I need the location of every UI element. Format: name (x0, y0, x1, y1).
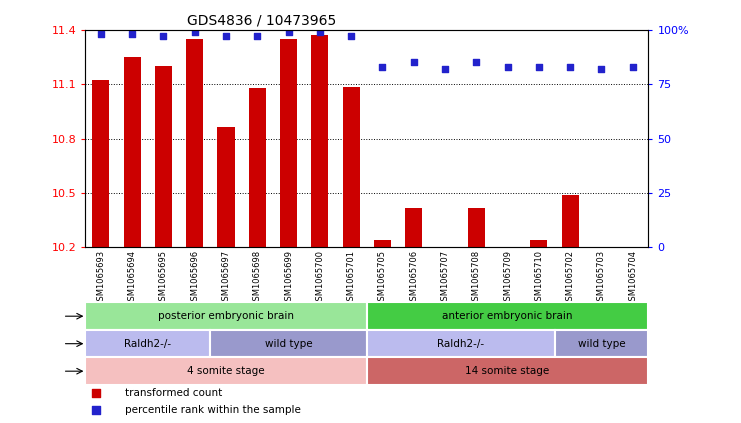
Bar (311, 35, 328, 247)
Point (90, 390, 102, 397)
Point (220, 33, 232, 39)
Text: GDS4836 / 10473965: GDS4836 / 10473965 (187, 13, 336, 27)
Point (90, 407, 102, 414)
Text: wild type: wild type (578, 339, 625, 349)
Point (126, 30, 138, 37)
Point (376, 63, 388, 70)
Point (502, 63, 514, 70)
Point (533, 63, 545, 70)
Text: 14 somite stage: 14 somite stage (465, 366, 550, 376)
Point (564, 63, 576, 70)
Bar (373, 240, 391, 247)
Bar (468, 208, 485, 247)
Point (282, 28, 294, 35)
Text: posterior embryonic brain: posterior embryonic brain (158, 311, 294, 321)
Point (439, 66, 451, 72)
Bar (249, 88, 266, 247)
Text: Raldh2-/-: Raldh2-/- (437, 339, 484, 349)
Bar (85, 357, 367, 385)
Bar (186, 38, 203, 247)
Text: percentile rank within the sample: percentile rank within the sample (124, 405, 301, 415)
Bar (554, 330, 648, 357)
Bar (85, 330, 210, 357)
Text: wild type: wild type (265, 339, 313, 349)
Bar (210, 330, 367, 357)
Point (158, 33, 170, 39)
Bar (92, 80, 110, 247)
Bar (531, 240, 548, 247)
Bar (280, 38, 297, 247)
Point (627, 63, 639, 70)
Bar (367, 357, 648, 385)
Bar (217, 127, 235, 247)
Bar (562, 195, 579, 247)
Point (408, 59, 419, 66)
Text: transformed count: transformed count (124, 388, 222, 398)
Text: Raldh2-/-: Raldh2-/- (124, 339, 171, 349)
Point (189, 28, 201, 35)
Text: 4 somite stage: 4 somite stage (187, 366, 265, 376)
Text: anterior embryonic brain: anterior embryonic brain (442, 311, 573, 321)
Bar (405, 208, 422, 247)
Point (471, 59, 482, 66)
Point (95, 30, 107, 37)
Bar (367, 302, 648, 330)
Bar (155, 66, 172, 247)
Bar (124, 57, 141, 247)
Bar (342, 87, 359, 247)
Point (345, 33, 357, 39)
Bar (85, 302, 367, 330)
Point (314, 28, 326, 35)
Point (251, 33, 263, 39)
Point (596, 66, 608, 72)
Bar (367, 330, 554, 357)
